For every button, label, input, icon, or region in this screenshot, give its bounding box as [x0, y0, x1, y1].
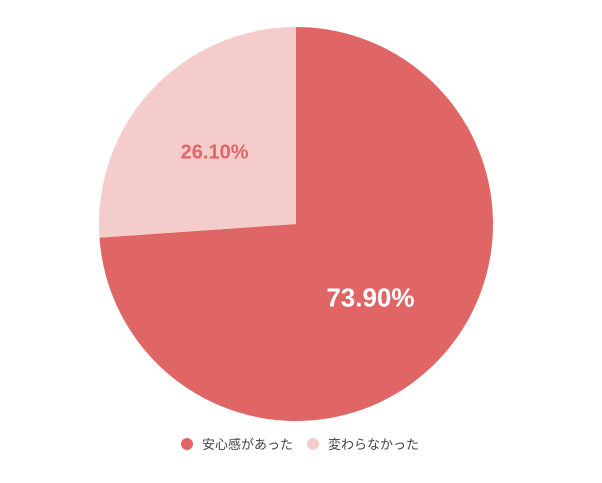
pie-slice-1[interactable]	[99, 27, 296, 238]
legend-swatch	[307, 437, 319, 450]
data-label-1: 26.10%	[181, 142, 249, 164]
pie-slice-0[interactable]	[99, 27, 493, 421]
legend-swatch	[181, 437, 193, 450]
legend-item-1[interactable]: 変わらなかった	[307, 434, 419, 453]
legend-label: 変わらなかった	[328, 438, 420, 453]
data-label-0: 73.90%	[326, 283, 414, 313]
legend-label: 安心感があった	[202, 438, 294, 453]
legend-item-0[interactable]: 安心感があった	[181, 434, 293, 453]
